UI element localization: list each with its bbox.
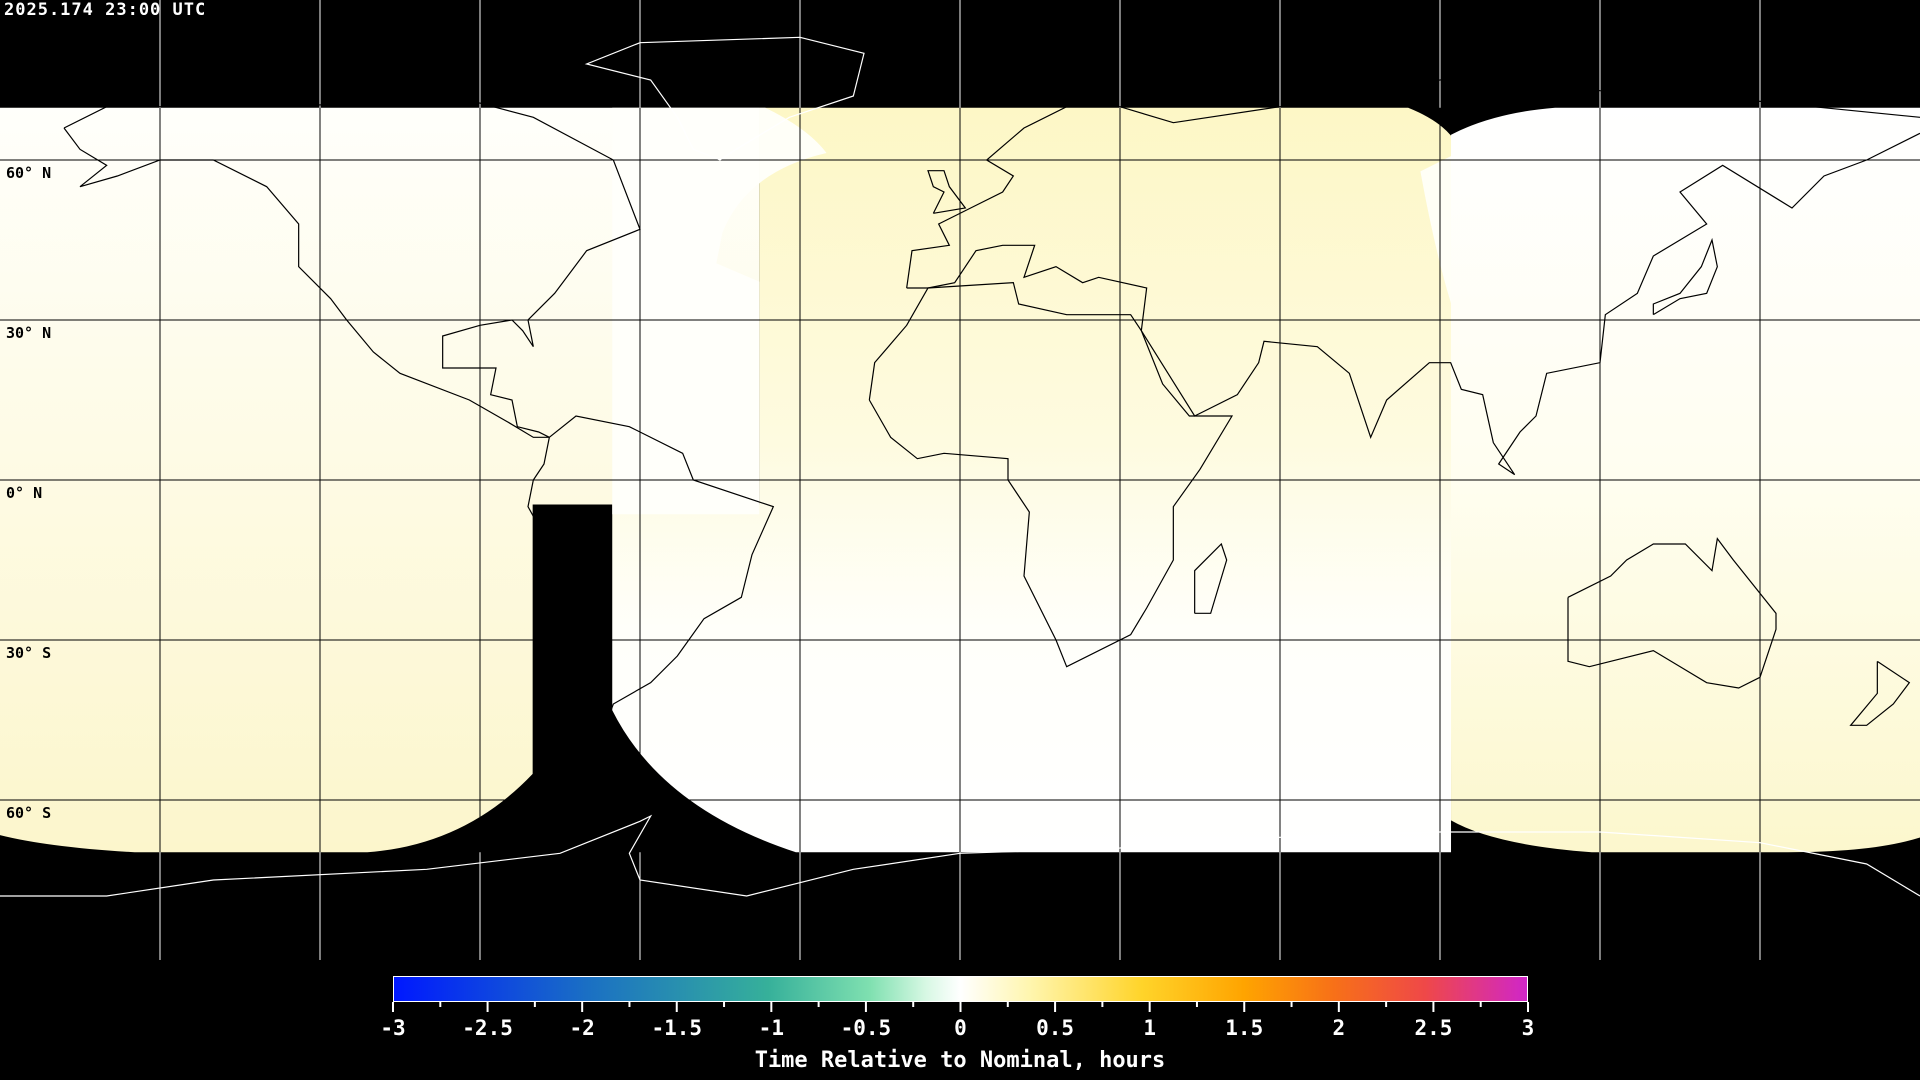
lat-label-30n: 30° N (6, 324, 52, 342)
colorbar-tick-label: -1.5 (651, 1016, 703, 1040)
coastline-south-america (528, 416, 773, 773)
coastline-greenland (587, 37, 864, 160)
colorbar-tick-label: -2 (569, 1016, 595, 1040)
colorbar-tick-label: 1.5 (1225, 1016, 1264, 1040)
colorbar-tick-label: 0 (954, 1016, 967, 1040)
coastlines (0, 0, 1920, 960)
colorbar-tick-label: -1 (758, 1016, 784, 1040)
colorbar-tick-label: -3 (380, 1016, 406, 1040)
coastline-eurasia (907, 69, 1920, 288)
lat-label-0n: 0° N (6, 484, 43, 502)
coastline-madagascar (1195, 544, 1227, 613)
colorbar-tick-label: 2.5 (1414, 1016, 1453, 1040)
coastline-antarctica (0, 816, 1920, 896)
region-center-east-white-patch (1420, 153, 1476, 368)
world-map (0, 0, 1920, 960)
coastline-britain (928, 171, 965, 214)
timestamp-label: 2025.174 23:00 UTC (4, 0, 207, 20)
colorbar-tick-label: 2 (1332, 1016, 1346, 1040)
region-center-white-patch (612, 107, 827, 515)
colorbar-tick-label: -2.5 (462, 1016, 513, 1040)
colorbar-tick-label: -0.5 (840, 1016, 892, 1040)
colorbar-ticks (392, 1002, 1529, 1012)
colorbar-title: Time Relative to Nominal, hours (754, 1048, 1166, 1073)
lat-label-30s: 30° S (6, 644, 52, 662)
lat-label-60n: 60° N (6, 164, 52, 182)
coverage-regions (0, 0, 1920, 960)
coastline-asia-south (907, 133, 1920, 474)
coastline-japan (1653, 240, 1717, 315)
coastline-new-zealand (1851, 661, 1910, 725)
coastline-australia (1568, 539, 1776, 688)
gridlines (159, 0, 1761, 960)
lat-label-60s: 60° S (6, 804, 52, 822)
colorbar-tick-label: 3 (1521, 1016, 1535, 1040)
colorbar (393, 976, 1528, 1002)
colorbar-tick-label: 0.5 (1036, 1016, 1075, 1040)
colorbar-tick-label: 1 (1143, 1016, 1156, 1040)
coastline-africa (869, 283, 1232, 667)
coastline-north-america (64, 96, 640, 437)
